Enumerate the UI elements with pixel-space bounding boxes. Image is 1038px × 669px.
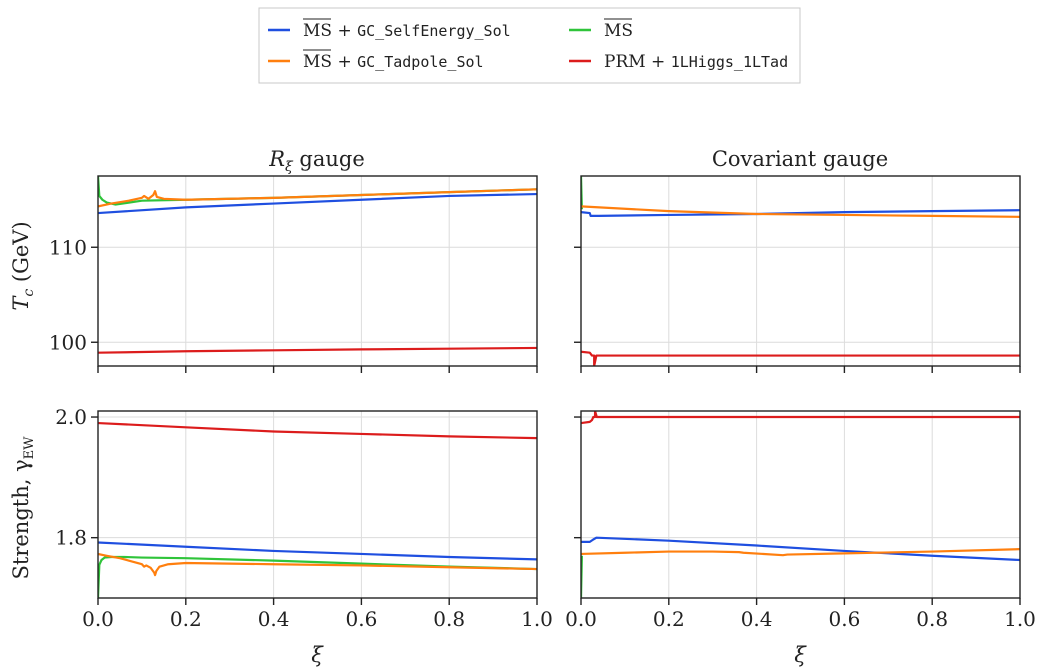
- x-tick-label: 1.0: [1004, 607, 1036, 631]
- ylabel-strength: Strength, γEW: [9, 436, 37, 580]
- panel-strength-covariant: 0.0 0.2 0.4 0.6 0.8 1.0: [565, 410, 1036, 631]
- x-tick-label: 0.2: [653, 607, 685, 631]
- y-tick-label: 1.8: [55, 526, 87, 550]
- y-tick-label: 110: [49, 235, 87, 259]
- column-title-rxi: Rξ gauge: [268, 147, 365, 175]
- xlabel-covariant: ξ: [794, 643, 807, 667]
- series-line-prm: [98, 421, 537, 440]
- axes-frame: [580, 410, 1021, 599]
- series-group: [98, 176, 537, 354]
- x-tick-label: 0.8: [433, 607, 465, 631]
- series-line-ms: [98, 176, 537, 206]
- series-line-prm: [98, 346, 537, 354]
- legend-label-ms-selfenergy: MS + GC_SelfEnergy_Sol: [303, 21, 511, 41]
- y-tick-label: 2.0: [55, 405, 87, 429]
- xlabel-rxi: ξ: [311, 643, 324, 667]
- legend-entry-ms-tadpole: MS + GC_Tadpole_Sol: [268, 49, 484, 72]
- x-tick-label: 0.2: [170, 607, 202, 631]
- legend-entry-prm: PRM + 1LHiggs_1LTad: [569, 52, 788, 72]
- x-tick-label: 0.8: [916, 607, 948, 631]
- series-line-ms_tad: [98, 552, 537, 577]
- ylabel-tc: Tc (GeV): [9, 221, 37, 310]
- x-tick-label: 0.4: [258, 607, 290, 631]
- legend-entry-ms-selfenergy: MS + GC_SelfEnergy_Sol: [268, 18, 511, 41]
- series-line-ms_tad: [581, 548, 1020, 557]
- x-tick-label: 0.0: [565, 607, 597, 631]
- series-line-ms_tad: [581, 205, 1020, 218]
- panel-tc-covariant: [574, 175, 1021, 373]
- series-line-ms: [98, 555, 537, 598]
- series-group: [581, 411, 1020, 598]
- series-group: [581, 176, 1020, 366]
- column-title-covariant: Covariant gauge: [712, 147, 888, 171]
- panel-tc-rxi: 100 110: [49, 175, 538, 373]
- x-tick-label: 0.6: [828, 607, 860, 631]
- legend-label-ms-tadpole: MS + GC_Tadpole_Sol: [303, 52, 484, 72]
- series-line-prm: [581, 350, 1020, 366]
- series-group: [98, 421, 537, 598]
- x-tick-label: 0.4: [741, 607, 773, 631]
- series-line-prm: [581, 411, 1020, 425]
- axes-frame: [97, 175, 538, 367]
- x-tick-label: 0.6: [345, 607, 377, 631]
- legend-label-prm: PRM + 1LHiggs_1LTad: [604, 52, 788, 72]
- series-line-ms_se: [98, 192, 537, 215]
- series-line-ms_tad: [98, 188, 537, 208]
- legend-label-ms: MS: [604, 21, 633, 41]
- legend-frame: [258, 7, 801, 84]
- series-line-ms_se: [581, 209, 1020, 217]
- series-line-ms_se: [581, 536, 1020, 562]
- x-tick-label: 0.0: [82, 607, 114, 631]
- panel-strength-rxi: 0.0 0.2 0.4 0.6 0.8 1.0 1.8 2.0: [55, 405, 553, 631]
- legend-entry-ms: MS: [569, 18, 633, 41]
- x-tick-label: 1.0: [521, 607, 553, 631]
- axes-frame: [580, 175, 1021, 367]
- axes-frame: [97, 410, 538, 599]
- series-line-ms_se: [98, 541, 537, 561]
- legend: MS + GC_SelfEnergy_Sol MS MS + GC_Tadpol…: [258, 7, 801, 84]
- y-tick-label: 100: [49, 330, 87, 354]
